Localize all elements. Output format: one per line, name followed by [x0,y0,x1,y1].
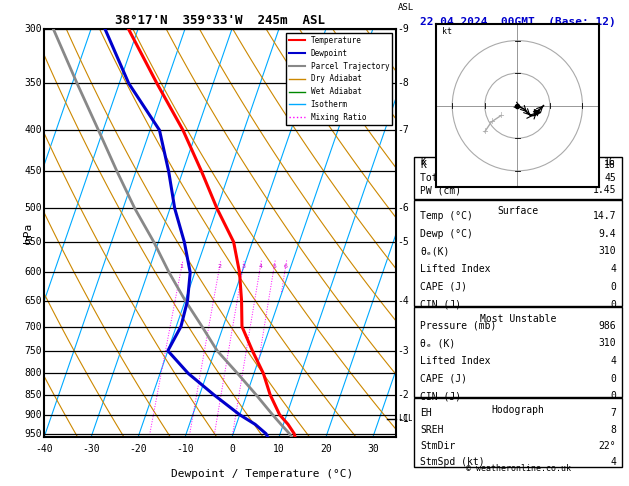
Text: -2: -2 [398,390,409,399]
Text: CAPE (J): CAPE (J) [421,282,467,292]
Text: 0: 0 [610,392,616,401]
Bar [414,156,623,199]
Text: 600: 600 [24,267,42,278]
Text: 986: 986 [598,321,616,330]
Text: 400: 400 [24,125,42,135]
Text: 16: 16 [604,159,616,170]
Text: 3: 3 [241,264,245,269]
Text: 6: 6 [284,264,287,269]
Text: -3: -3 [398,346,409,356]
Text: Dewpoint / Temperature (°C): Dewpoint / Temperature (°C) [171,469,353,479]
Text: -30: -30 [82,444,100,454]
Text: 950: 950 [24,429,42,439]
Text: Hodograph: Hodograph [492,404,545,415]
Text: -7: -7 [398,125,409,135]
Text: CIN (J): CIN (J) [421,392,462,401]
Text: 20: 20 [320,444,331,454]
Text: 0: 0 [610,374,616,384]
Text: 550: 550 [24,237,42,247]
Text: km
ASL: km ASL [398,0,414,12]
Text: -20: -20 [129,444,147,454]
Text: θₑ (K): θₑ (K) [421,338,456,348]
Text: K: K [421,157,426,167]
Text: -6: -6 [398,204,409,213]
Bar [414,398,623,467]
Text: 4: 4 [259,264,262,269]
Text: CAPE (J): CAPE (J) [421,374,467,384]
Text: -9: -9 [398,24,409,34]
Text: 4: 4 [610,457,616,467]
Text: Surface: Surface [498,206,539,216]
Text: 800: 800 [24,368,42,379]
Text: 650: 650 [24,295,42,306]
Bar [414,200,623,306]
Text: 10: 10 [273,444,285,454]
Text: Most Unstable: Most Unstable [480,313,557,324]
Text: 22.04.2024  00GMT  (Base: 12): 22.04.2024 00GMT (Base: 12) [420,17,616,27]
Bar [414,307,623,397]
Text: 7: 7 [610,408,616,418]
Text: LCL: LCL [398,414,413,423]
Text: SREH: SREH [421,425,444,434]
Text: Mixing Ratio (g/kg): Mixing Ratio (g/kg) [417,177,427,289]
Text: 22°: 22° [598,441,616,451]
Text: 1: 1 [180,264,184,269]
Text: -8: -8 [398,78,409,88]
Text: -5: -5 [398,237,409,247]
Text: Pressure (mb): Pressure (mb) [421,321,497,330]
Text: 4: 4 [610,264,616,274]
Text: -10: -10 [176,444,194,454]
Text: 1.45: 1.45 [593,185,616,195]
Text: 30: 30 [367,444,379,454]
Text: 16: 16 [604,157,616,167]
Text: 0: 0 [610,299,616,310]
Text: StmDir: StmDir [421,441,456,451]
Text: 8: 8 [610,425,616,434]
Text: 750: 750 [24,346,42,356]
Text: EH: EH [421,408,432,418]
Text: Dewp (°C): Dewp (°C) [421,229,474,239]
Text: 500: 500 [24,204,42,213]
Text: -1: -1 [398,414,409,424]
Text: 700: 700 [24,322,42,331]
Text: 450: 450 [24,167,42,176]
Text: CIN (J): CIN (J) [421,299,462,310]
Text: 310: 310 [598,338,616,348]
Text: 45: 45 [604,173,616,183]
Text: +: + [488,118,495,126]
Text: 9.4: 9.4 [598,229,616,239]
Text: Totals Totals: Totals Totals [421,173,497,183]
Text: 300: 300 [24,24,42,34]
Text: 0: 0 [229,444,235,454]
Text: 0: 0 [610,282,616,292]
Legend: Temperature, Dewpoint, Parcel Trajectory, Dry Adiabat, Wet Adiabat, Isotherm, Mi: Temperature, Dewpoint, Parcel Trajectory… [286,33,392,125]
Text: Lifted Index: Lifted Index [421,356,491,366]
Text: 350: 350 [24,78,42,88]
Text: θₑ(K): θₑ(K) [421,246,450,257]
Text: Temp (°C): Temp (°C) [421,211,474,221]
Text: © weatheronline.co.uk: © weatheronline.co.uk [466,464,571,472]
Title: 38°17'N  359°33'W  245m  ASL: 38°17'N 359°33'W 245m ASL [115,14,325,27]
Text: -40: -40 [35,444,53,454]
Text: 310: 310 [598,246,616,257]
Text: +: + [498,111,504,120]
Text: hPa: hPa [23,223,33,243]
Text: 2: 2 [218,264,221,269]
Text: Lifted Index: Lifted Index [421,264,491,274]
Text: 4: 4 [610,356,616,366]
Text: 14.7: 14.7 [593,211,616,221]
Text: 900: 900 [24,410,42,420]
Text: PW (cm): PW (cm) [421,185,462,195]
Text: +: + [481,127,488,136]
Text: StmSpd (kt): StmSpd (kt) [421,457,485,467]
Text: K: K [421,159,426,170]
Text: 5: 5 [272,264,276,269]
Text: -4: -4 [398,295,409,306]
Text: 850: 850 [24,390,42,399]
Text: kt: kt [442,27,452,36]
